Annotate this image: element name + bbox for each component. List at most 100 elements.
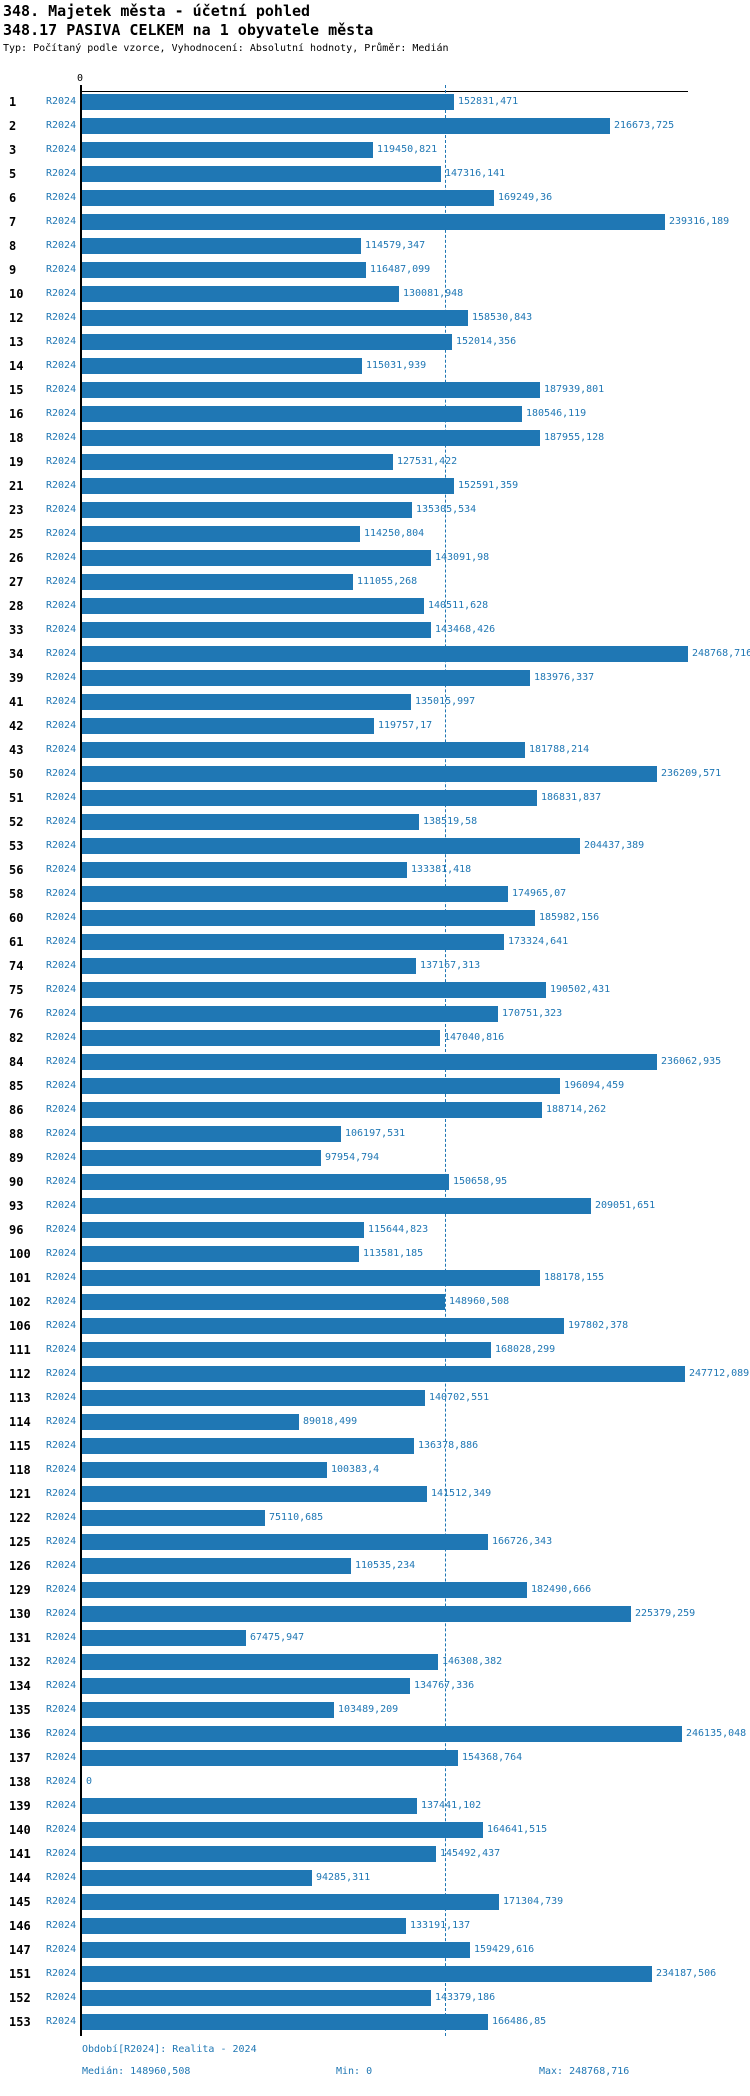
- bar[interactable]: [82, 1630, 246, 1646]
- series-label: R2024: [46, 1320, 77, 1331]
- bar[interactable]: [82, 1294, 445, 1310]
- row-id-label: 112: [9, 1367, 31, 1381]
- bar-value-label: 75110,685: [269, 1512, 324, 1523]
- series-label: R2024: [46, 1992, 77, 2003]
- bar[interactable]: [82, 1702, 334, 1718]
- bar[interactable]: [82, 1558, 351, 1574]
- bar[interactable]: [82, 982, 546, 998]
- bar[interactable]: [82, 1390, 425, 1406]
- bar[interactable]: [82, 358, 362, 374]
- bar[interactable]: [82, 430, 540, 446]
- bar[interactable]: [82, 1438, 414, 1454]
- bar[interactable]: [82, 190, 494, 206]
- bar[interactable]: [82, 1606, 631, 1622]
- bar[interactable]: [82, 1510, 265, 1526]
- bar[interactable]: [82, 1342, 491, 1358]
- bar-value-label: 185982,156: [539, 912, 600, 923]
- bar[interactable]: [82, 1870, 312, 1886]
- bar-value-label: 248768,716: [692, 648, 750, 659]
- bar[interactable]: [82, 142, 373, 158]
- chart-row: 126 R2024 110535,234: [0, 1554, 750, 1578]
- bar[interactable]: [82, 958, 416, 974]
- bar[interactable]: [82, 1534, 488, 1550]
- bar[interactable]: [82, 1198, 591, 1214]
- bar[interactable]: [82, 814, 419, 830]
- bar[interactable]: [82, 838, 580, 854]
- bar-value-label: 140511,628: [428, 600, 489, 611]
- bar[interactable]: [82, 1918, 406, 1934]
- bar[interactable]: [82, 502, 412, 518]
- series-label: R2024: [46, 1512, 77, 1523]
- bar[interactable]: [82, 1006, 498, 1022]
- bar[interactable]: [82, 1726, 682, 1742]
- bar[interactable]: [82, 1966, 652, 1982]
- bar[interactable]: [82, 310, 468, 326]
- bar[interactable]: [82, 886, 508, 902]
- bar[interactable]: [82, 862, 407, 878]
- bar[interactable]: [82, 1822, 483, 1838]
- series-label: R2024: [46, 1056, 77, 1067]
- bar[interactable]: [82, 1174, 449, 1190]
- bar[interactable]: [82, 598, 424, 614]
- bar[interactable]: [82, 406, 522, 422]
- bar[interactable]: [82, 934, 504, 950]
- bar-value-label: 150658,95: [453, 1176, 508, 1187]
- bar[interactable]: [82, 1990, 431, 2006]
- bar[interactable]: [82, 574, 353, 590]
- bar[interactable]: [82, 1054, 657, 1070]
- bar-value-label: 89018,499: [303, 1416, 358, 1427]
- bar[interactable]: [82, 1318, 564, 1334]
- bar[interactable]: [82, 166, 441, 182]
- bar[interactable]: [82, 334, 452, 350]
- bar[interactable]: [82, 622, 431, 638]
- bar[interactable]: [82, 1126, 341, 1142]
- bar[interactable]: [82, 526, 360, 542]
- bar[interactable]: [82, 2014, 488, 2030]
- bar[interactable]: [82, 1270, 540, 1286]
- bar[interactable]: [82, 718, 374, 734]
- bar[interactable]: [82, 238, 361, 254]
- series-label: R2024: [46, 1224, 77, 1235]
- chart-row: 88 R2024 106197,531: [0, 1122, 750, 1146]
- bar[interactable]: [82, 1846, 436, 1862]
- bar[interactable]: [82, 670, 530, 686]
- series-label: R2024: [46, 216, 77, 227]
- bar[interactable]: [82, 1150, 321, 1166]
- bar[interactable]: [82, 1654, 438, 1670]
- bar[interactable]: [82, 1366, 685, 1382]
- bar[interactable]: [82, 262, 366, 278]
- bar[interactable]: [82, 1942, 470, 1958]
- bar[interactable]: [82, 214, 665, 230]
- bar[interactable]: [82, 790, 537, 806]
- bar[interactable]: [82, 1678, 410, 1694]
- bar[interactable]: [82, 1222, 364, 1238]
- bar[interactable]: [82, 646, 688, 662]
- bar-value-label: 236062,935: [661, 1056, 722, 1067]
- bar[interactable]: [82, 1462, 327, 1478]
- bar[interactable]: [82, 1894, 499, 1910]
- bar[interactable]: [82, 1078, 560, 1094]
- bar[interactable]: [82, 910, 535, 926]
- bar[interactable]: [82, 1798, 417, 1814]
- bar[interactable]: [82, 1246, 359, 1262]
- bar[interactable]: [82, 742, 525, 758]
- bar[interactable]: [82, 454, 393, 470]
- series-label: R2024: [46, 1728, 77, 1739]
- series-label: R2024: [46, 552, 77, 563]
- bar[interactable]: [82, 382, 540, 398]
- bar[interactable]: [82, 1102, 542, 1118]
- bar[interactable]: [82, 1750, 458, 1766]
- bar[interactable]: [82, 94, 454, 110]
- bar[interactable]: [82, 550, 431, 566]
- bar[interactable]: [82, 118, 610, 134]
- bar[interactable]: [82, 1582, 527, 1598]
- bar[interactable]: [82, 766, 657, 782]
- bar[interactable]: [82, 1486, 427, 1502]
- bar[interactable]: [82, 694, 411, 710]
- bar[interactable]: [82, 1414, 299, 1430]
- bar[interactable]: [82, 286, 399, 302]
- row-id-label: 27: [9, 575, 24, 589]
- chart-row: 93 R2024 209051,651: [0, 1194, 750, 1218]
- bar[interactable]: [82, 478, 454, 494]
- bar[interactable]: [82, 1030, 440, 1046]
